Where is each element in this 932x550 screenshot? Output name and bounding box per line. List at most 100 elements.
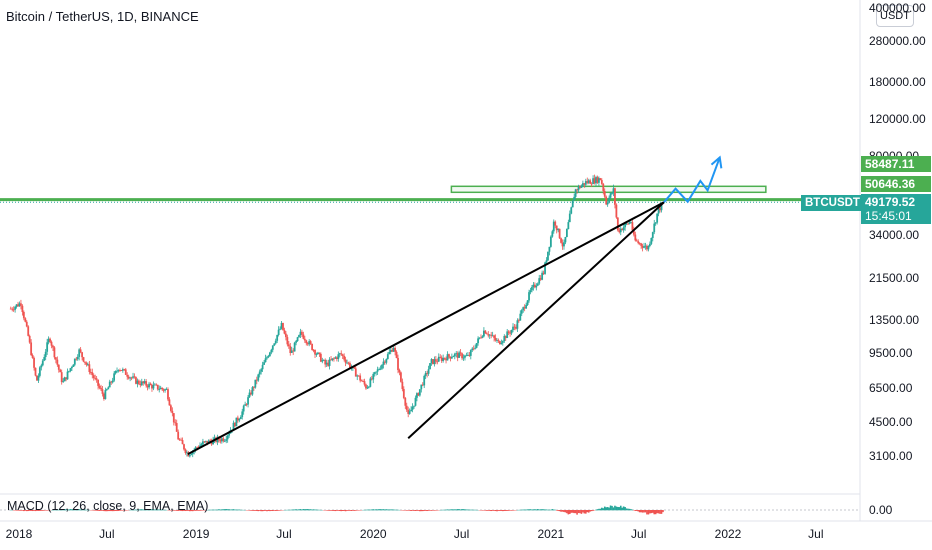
candle-body[interactable] — [373, 372, 376, 374]
trendline[interactable] — [407, 201, 665, 439]
candle-body[interactable] — [472, 348, 475, 350]
candle-body[interactable] — [196, 447, 198, 449]
candle-body[interactable] — [631, 222, 634, 231]
candle-body[interactable] — [369, 378, 372, 387]
candle-body[interactable] — [579, 186, 581, 188]
candle-body[interactable] — [162, 389, 165, 391]
candle-body[interactable] — [169, 405, 172, 411]
candle-body[interactable] — [519, 313, 522, 321]
candle-body[interactable] — [501, 341, 504, 343]
trendline[interactable] — [187, 201, 665, 455]
candle-body[interactable] — [637, 241, 640, 244]
candle-body[interactable] — [295, 341, 297, 343]
candle-body[interactable] — [258, 371, 261, 375]
candle-body[interactable] — [456, 353, 459, 358]
candle-body[interactable] — [340, 353, 343, 355]
candle-body[interactable] — [54, 357, 57, 360]
candle-body[interactable] — [69, 368, 72, 371]
candle-body[interactable] — [563, 242, 565, 247]
candle-body[interactable] — [145, 381, 148, 386]
candle-body[interactable] — [20, 303, 22, 306]
candle-body[interactable] — [461, 353, 463, 359]
candle-body[interactable] — [567, 222, 570, 230]
candle-body[interactable] — [583, 183, 586, 185]
candle-body[interactable] — [279, 328, 281, 330]
candle-body[interactable] — [270, 349, 273, 353]
candle-body[interactable] — [405, 405, 408, 410]
candle-body[interactable] — [152, 384, 155, 389]
candle-body[interactable] — [315, 354, 318, 355]
candle-body[interactable] — [111, 380, 114, 383]
candle-body[interactable] — [471, 348, 474, 351]
candle-body[interactable] — [523, 307, 526, 309]
candle-body[interactable] — [551, 231, 554, 237]
candle-body[interactable] — [347, 362, 350, 364]
candle-body[interactable] — [628, 222, 631, 225]
candle-body[interactable] — [517, 320, 520, 322]
candle-body[interactable] — [490, 334, 493, 336]
candle-body[interactable] — [397, 357, 399, 371]
candle-body[interactable] — [584, 181, 587, 185]
candle-body[interactable] — [331, 358, 334, 360]
candle-body[interactable] — [386, 354, 389, 359]
candle-body[interactable] — [200, 444, 203, 446]
candle-body[interactable] — [209, 440, 212, 442]
candle-body[interactable] — [427, 369, 430, 374]
candle-body[interactable] — [532, 284, 535, 287]
candle-body[interactable] — [167, 389, 169, 400]
candle-body[interactable] — [544, 262, 546, 274]
candle-body[interactable] — [44, 351, 47, 358]
candle-body[interactable] — [251, 387, 254, 395]
candle-body[interactable] — [445, 358, 447, 361]
candle-body[interactable] — [379, 368, 382, 370]
candle-body[interactable] — [225, 439, 228, 441]
candle-body[interactable] — [440, 357, 443, 361]
candle-body[interactable] — [375, 371, 378, 373]
candle-body[interactable] — [354, 368, 357, 377]
candle-body[interactable] — [98, 385, 101, 388]
candle-body[interactable] — [493, 335, 495, 338]
candle-body[interactable] — [28, 335, 31, 343]
candle-body[interactable] — [328, 359, 331, 366]
candle-body[interactable] — [22, 312, 25, 319]
candle-body[interactable] — [306, 343, 309, 345]
candle-body[interactable] — [589, 180, 592, 184]
candle-body[interactable] — [528, 292, 530, 301]
candle-body[interactable] — [349, 363, 351, 368]
candle-body[interactable] — [282, 322, 284, 331]
candle-body[interactable] — [159, 387, 162, 390]
candle-body[interactable] — [70, 366, 73, 369]
candle-body[interactable] — [643, 246, 645, 248]
candle-body[interactable] — [535, 285, 538, 288]
candle-body[interactable] — [474, 347, 477, 349]
candle-body[interactable] — [656, 213, 659, 223]
candle-body[interactable] — [416, 393, 418, 398]
candle-body[interactable] — [561, 242, 564, 247]
candle-body[interactable] — [408, 411, 411, 414]
candle-body[interactable] — [557, 228, 560, 231]
candle-body[interactable] — [615, 204, 618, 218]
candle-body[interactable] — [89, 372, 92, 373]
candle-body[interactable] — [507, 331, 510, 333]
candle-body[interactable] — [183, 444, 185, 450]
candle-body[interactable] — [164, 389, 166, 391]
candle-body[interactable] — [241, 411, 244, 418]
candle-body[interactable] — [88, 364, 91, 373]
candle-body[interactable] — [289, 346, 292, 353]
candle-body[interactable] — [533, 284, 536, 288]
candle-body[interactable] — [305, 340, 308, 344]
candle-body[interactable] — [381, 364, 383, 369]
candle-body[interactable] — [478, 337, 481, 339]
candle-body[interactable] — [494, 337, 497, 341]
candle-body[interactable] — [129, 377, 132, 379]
candle-body[interactable] — [220, 438, 223, 442]
candle-body[interactable] — [105, 389, 108, 391]
candle-body[interactable] — [334, 357, 337, 359]
candle-body[interactable] — [499, 341, 501, 345]
candle-body[interactable] — [84, 361, 86, 363]
candle-body[interactable] — [401, 381, 404, 390]
candle-body[interactable] — [293, 342, 296, 352]
candle-body[interactable] — [212, 439, 215, 445]
candle-body[interactable] — [430, 359, 433, 364]
candle-body[interactable] — [638, 243, 641, 244]
